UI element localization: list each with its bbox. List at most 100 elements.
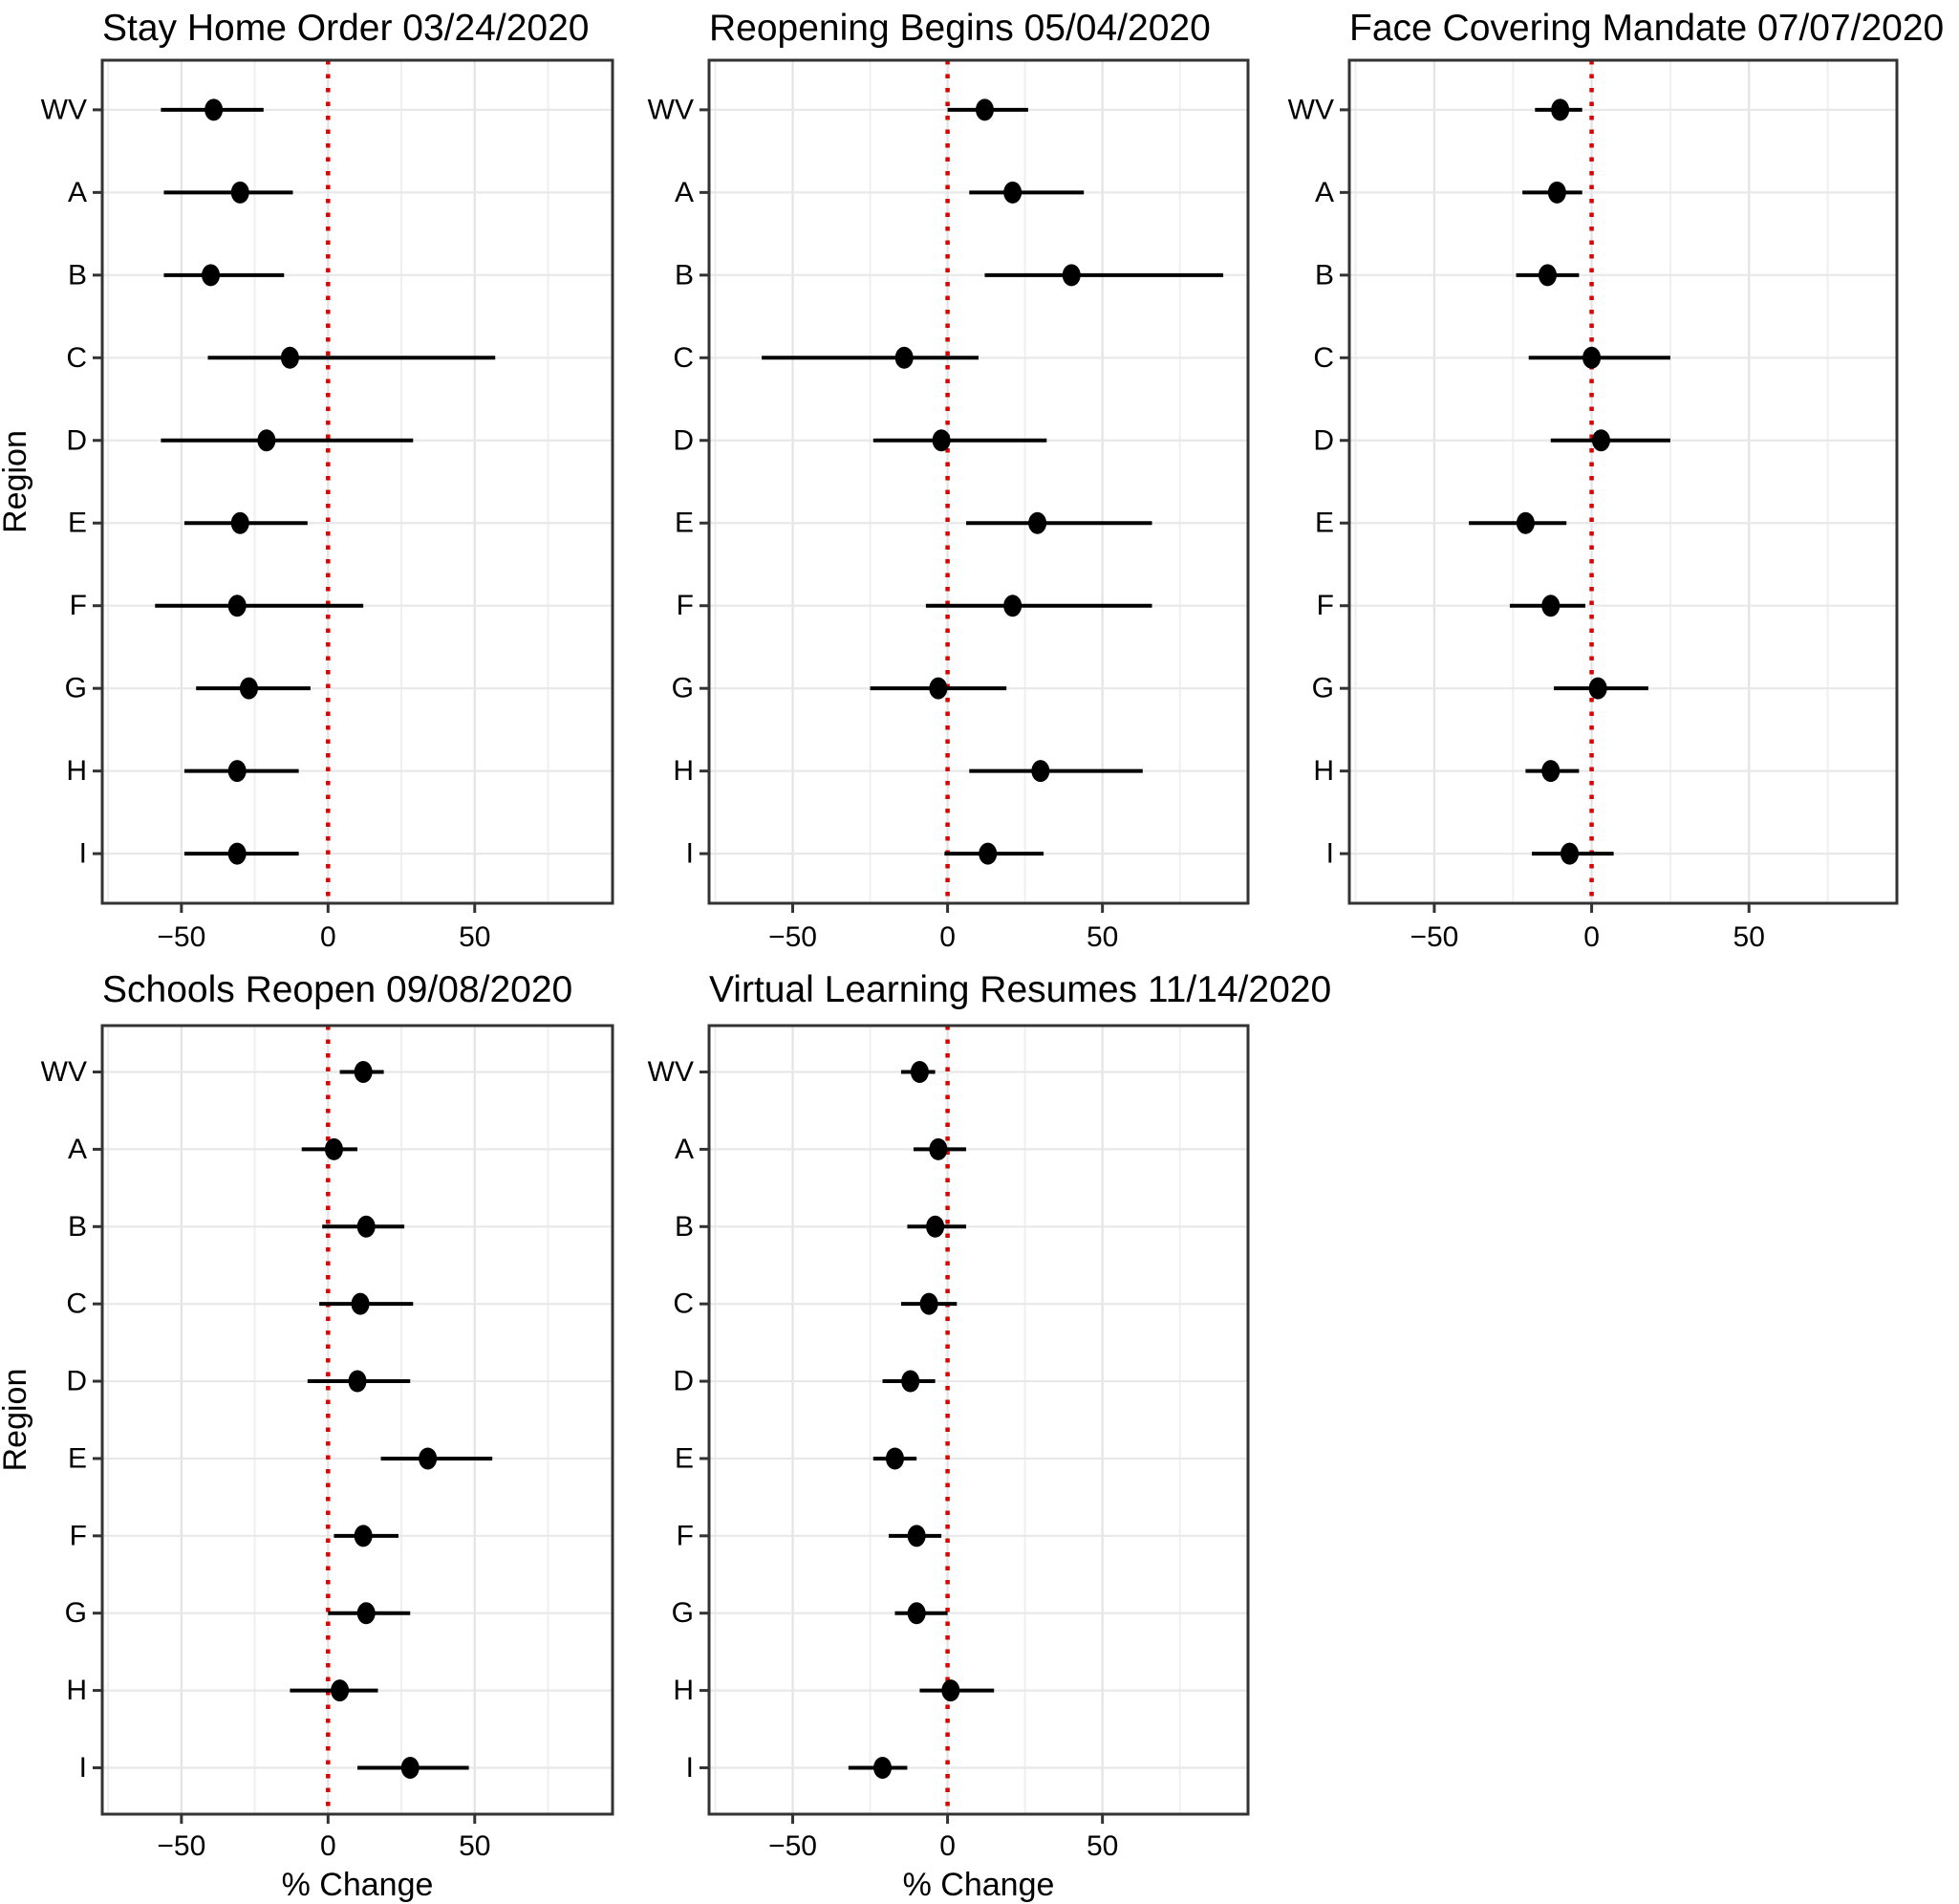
y-tick-label: C bbox=[673, 1288, 694, 1320]
y-tick-label: D bbox=[1313, 424, 1334, 456]
y-tick-label: C bbox=[673, 342, 694, 374]
point-estimate bbox=[1588, 677, 1607, 700]
x-axis-title: % Change bbox=[282, 1867, 434, 1903]
y-tick-label: C bbox=[1313, 342, 1334, 374]
point-estimate bbox=[1591, 429, 1610, 452]
point-estimate bbox=[1003, 181, 1023, 204]
point-estimate bbox=[941, 1679, 960, 1702]
point-estimate bbox=[205, 98, 224, 121]
point-estimate bbox=[975, 98, 994, 121]
y-tick-label: H bbox=[673, 755, 694, 787]
point-estimate bbox=[1028, 511, 1047, 534]
x-tick-label: −50 bbox=[768, 1830, 817, 1862]
x-tick-label: 50 bbox=[1087, 1830, 1118, 1862]
y-tick-label: B bbox=[1315, 259, 1334, 291]
y-tick-label: C bbox=[66, 1288, 87, 1320]
y-tick-label: F bbox=[1317, 590, 1334, 621]
panel-title: Virtual Learning Resumes 11/14/2020 bbox=[709, 969, 1331, 1010]
y-tick-label: WV bbox=[41, 94, 87, 125]
x-tick-label: 50 bbox=[1733, 921, 1765, 953]
y-tick-label: B bbox=[675, 1211, 694, 1243]
x-tick-label: 0 bbox=[1583, 921, 1600, 953]
point-estimate bbox=[979, 842, 998, 865]
y-tick-label: F bbox=[70, 1520, 87, 1551]
y-tick-label: G bbox=[1312, 673, 1334, 704]
x-tick-label: 0 bbox=[320, 921, 336, 953]
x-tick-label: −50 bbox=[157, 921, 205, 953]
y-tick-label: D bbox=[66, 1366, 87, 1397]
x-tick-label: 50 bbox=[459, 1830, 490, 1862]
y-tick-label: WV bbox=[1288, 94, 1334, 125]
y-tick-label: H bbox=[66, 755, 87, 787]
y-tick-label: F bbox=[677, 590, 694, 621]
point-estimate bbox=[1003, 595, 1023, 617]
y-tick-label: E bbox=[68, 1442, 87, 1474]
point-estimate bbox=[910, 1061, 929, 1084]
y-tick-label: D bbox=[673, 424, 694, 456]
point-estimate bbox=[202, 264, 221, 287]
x-tick-label: 0 bbox=[939, 1830, 956, 1862]
y-tick-label: WV bbox=[648, 94, 694, 125]
chart-panel: −50 0 50 WV A B C D E F G H I Virtual Learning Resume… bbox=[648, 969, 1331, 1903]
y-tick-label: A bbox=[68, 1134, 87, 1165]
point-estimate bbox=[356, 1215, 376, 1238]
point-estimate bbox=[1062, 264, 1081, 287]
point-estimate bbox=[1516, 511, 1535, 534]
x-tick-label: 0 bbox=[320, 1830, 336, 1862]
y-tick-label: B bbox=[68, 259, 87, 291]
y-tick-label: WV bbox=[648, 1056, 694, 1088]
point-estimate bbox=[894, 346, 914, 369]
point-estimate bbox=[1561, 842, 1580, 865]
y-tick-label: D bbox=[673, 1366, 694, 1397]
y-tick-label: G bbox=[672, 673, 694, 704]
point-estimate bbox=[351, 1292, 370, 1315]
y-tick-label: A bbox=[1315, 177, 1334, 208]
point-estimate bbox=[230, 511, 249, 534]
chart-panel: −50 0 50 WV A B C D E F G H I Schools Reopen 09/08/20… bbox=[0, 969, 614, 1903]
y-axis-title: Region bbox=[0, 430, 33, 533]
point-estimate bbox=[919, 1292, 938, 1315]
y-tick-label: I bbox=[79, 838, 87, 870]
y-tick-label: F bbox=[677, 1520, 694, 1551]
x-tick-label: −50 bbox=[768, 921, 817, 953]
y-tick-label: E bbox=[675, 1442, 694, 1474]
point-estimate bbox=[356, 1602, 376, 1625]
plot-area bbox=[709, 1026, 1248, 1814]
point-estimate bbox=[280, 346, 299, 369]
panel-border bbox=[100, 58, 614, 905]
y-tick-label: I bbox=[79, 1752, 87, 1784]
y-tick-label: G bbox=[65, 1597, 87, 1629]
y-tick-label: H bbox=[673, 1675, 694, 1706]
point-estimate bbox=[227, 595, 247, 617]
y-tick-label: C bbox=[66, 342, 87, 374]
point-estimate bbox=[1551, 98, 1570, 121]
y-tick-label: B bbox=[675, 259, 694, 291]
point-estimate bbox=[926, 1215, 945, 1238]
point-estimate bbox=[1031, 760, 1050, 783]
point-estimate bbox=[354, 1061, 373, 1084]
point-estimate bbox=[1547, 181, 1566, 204]
y-tick-label: E bbox=[675, 508, 694, 539]
x-tick-label: 50 bbox=[459, 921, 490, 953]
point-estimate bbox=[907, 1525, 926, 1547]
point-estimate bbox=[929, 677, 948, 700]
point-estimate bbox=[901, 1370, 920, 1393]
y-tick-label: A bbox=[675, 177, 694, 208]
plot-area bbox=[1349, 60, 1897, 903]
point-estimate bbox=[1582, 346, 1602, 369]
x-tick-label: −50 bbox=[157, 1830, 205, 1862]
point-estimate bbox=[1541, 760, 1561, 783]
panel-border bbox=[707, 58, 1250, 905]
y-tick-label: E bbox=[1315, 508, 1334, 539]
point-estimate bbox=[257, 429, 276, 452]
point-estimate bbox=[348, 1370, 367, 1393]
plot-area bbox=[709, 60, 1248, 903]
y-tick-label: G bbox=[672, 1597, 694, 1629]
panel-title: Face Covering Mandate 07/07/2020 bbox=[1349, 8, 1944, 49]
chart-panel: −50 0 50 WV A B C D E F G H I Stay Home Order 03/24/2… bbox=[0, 8, 614, 953]
x-axis-title: % Change bbox=[903, 1867, 1055, 1903]
y-tick-label: D bbox=[66, 424, 87, 456]
y-tick-label: F bbox=[70, 590, 87, 621]
